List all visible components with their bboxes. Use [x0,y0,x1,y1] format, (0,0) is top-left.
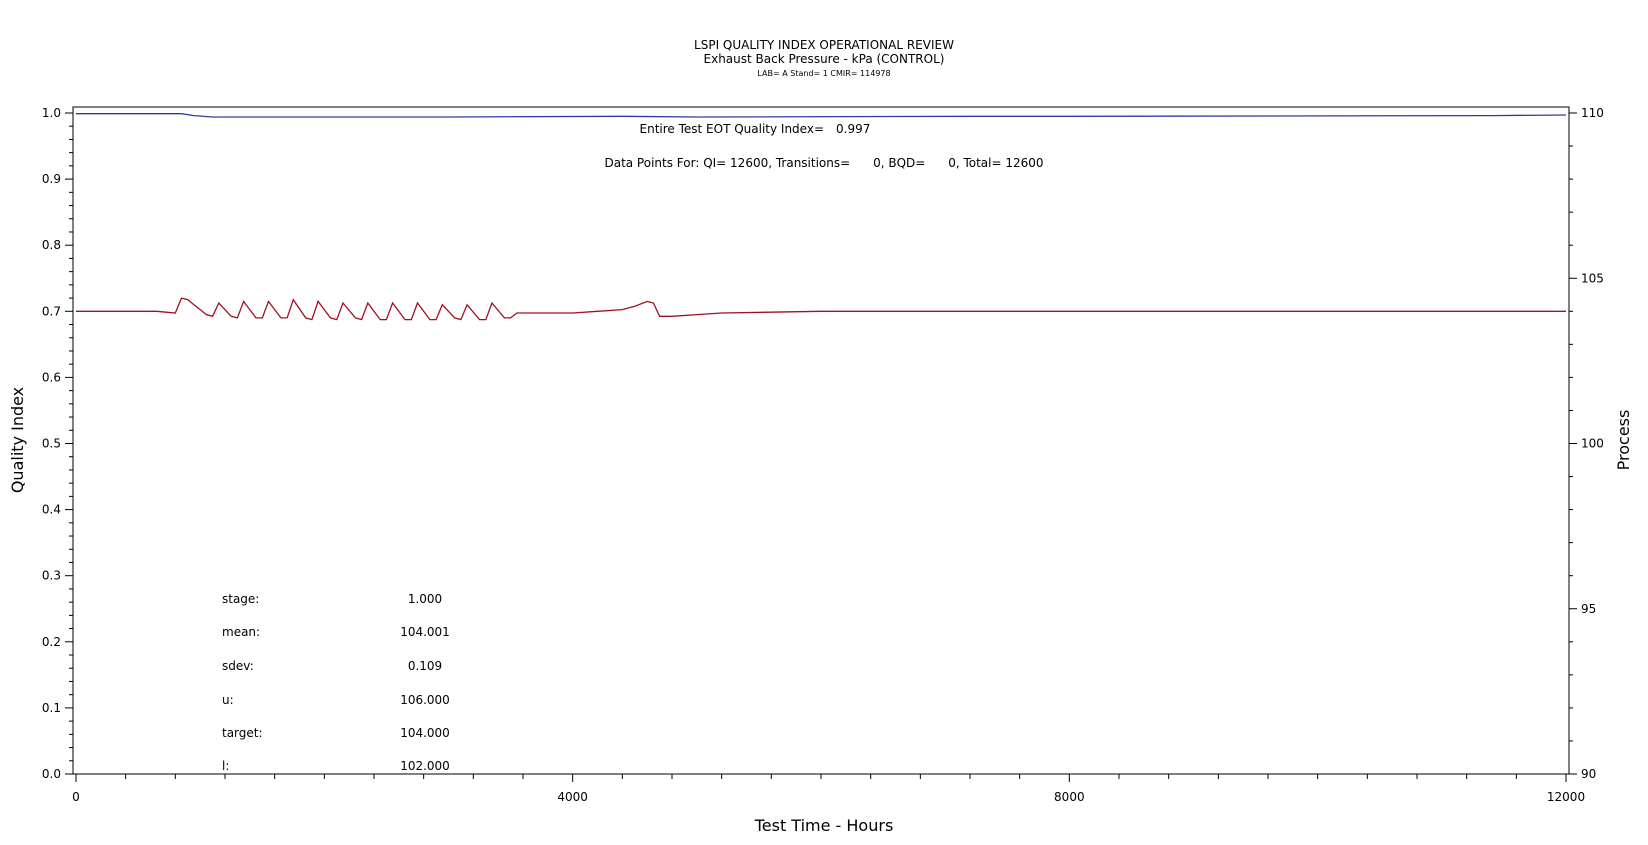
stat-label: u: [222,693,234,707]
y-left-tick-label: 0.2 [42,635,61,649]
eot-quality-label: Entire Test EOT Quality Index= [640,122,825,136]
y-left-tick-label: 0.0 [42,767,61,781]
quality-index-line [76,113,1567,118]
process-line [76,297,1566,321]
stat-label: target: [222,726,263,740]
y-right-tick-label: 110 [1581,106,1604,120]
eot-quality-value: 0.997 [836,122,870,136]
stat-label: sdev: [222,659,254,673]
x-tick-label: 0 [72,790,80,804]
y-right-tick-label: 90 [1581,767,1596,781]
y-axis-left-title: Quality Index [8,387,27,493]
y-right-tick-label: 100 [1581,437,1604,451]
y-left-tick-label: 0.3 [42,569,61,583]
data-points-summary: Data Points For: QI= 12600, Transitions=… [604,156,1043,170]
y-left-tick-label: 1.0 [42,106,61,120]
stat-label: l: [222,759,229,773]
y-left-tick-label: 0.1 [42,701,61,715]
y-right-tick-label: 95 [1581,602,1596,616]
y-left-tick-label: 0.8 [42,238,61,252]
stat-label: mean: [222,625,260,639]
y-left-tick-label: 0.4 [42,503,61,517]
stat-value: 104.001 [400,625,450,639]
stats-panel: stage: 1.000 mean: 104.001 sdev: 0.109 u… [222,592,450,773]
y-axis-right-title: Process [1614,410,1633,471]
chart-subtitle: Exhaust Back Pressure - kPa (CONTROL) [704,52,945,66]
y-left-tick-label: 0.5 [42,437,61,451]
x-tick-label: 12000 [1547,790,1585,804]
chart-title: LSPI QUALITY INDEX OPERATIONAL REVIEW [694,38,954,52]
stat-value: 0.109 [408,659,442,673]
stat-value: 102.000 [400,759,450,773]
x-tick-label: 4000 [557,790,588,804]
y-left-tick-label: 0.7 [42,304,61,318]
y-right-tick-label: 105 [1581,271,1604,285]
axis-ticks: 0 4000 8000 12000 0.0 0.1 0.2 0.3 0.4 0.5 0.6 0.7 0.… [42,106,1604,804]
series-group [76,113,1567,321]
stat-value: 1.000 [408,592,442,606]
x-axis-title: Test Time - Hours [754,816,894,835]
stat-value: 104.000 [400,726,450,740]
stat-value: 106.000 [400,693,450,707]
stat-label: stage: [222,592,259,606]
y-left-tick-label: 0.6 [42,370,61,384]
y-left-tick-label: 0.9 [42,172,61,186]
x-tick-label: 8000 [1054,790,1085,804]
chart-subtitle-lab: LAB= A Stand= 1 CMIR= 114978 [757,69,890,78]
